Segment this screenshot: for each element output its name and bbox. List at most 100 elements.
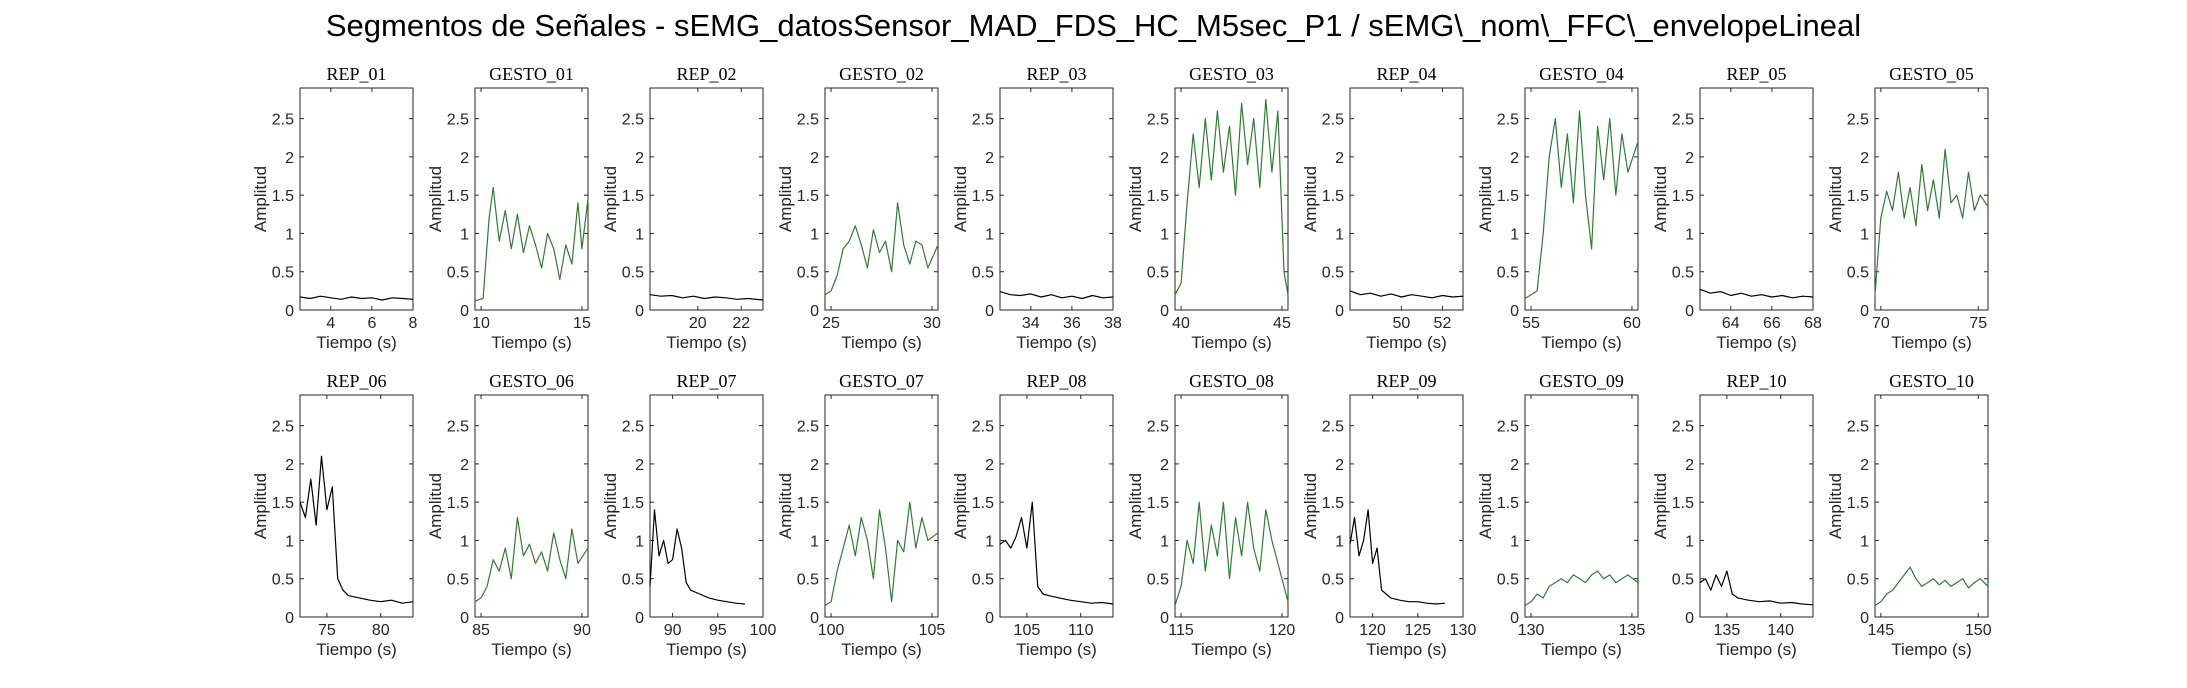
y-tick-label: 1 xyxy=(1160,226,1169,243)
signal-line xyxy=(1349,290,1464,299)
x-tick-label: 75 xyxy=(318,622,336,639)
y-tick-label: 2 xyxy=(1510,150,1519,167)
x-tick-label: 100 xyxy=(818,622,845,639)
y-tick-label: 2.5 xyxy=(1322,419,1344,436)
signal-line xyxy=(1174,501,1289,606)
y-tick-label: 0 xyxy=(810,303,819,320)
axes-box xyxy=(1524,394,1639,618)
y-tick-label: 1.5 xyxy=(1497,188,1519,205)
y-tick-label: 0 xyxy=(985,303,994,320)
x-tick-label: 135 xyxy=(1619,622,1646,639)
x-tick-label: 36 xyxy=(1063,315,1081,332)
y-tick-label: 1 xyxy=(635,226,644,243)
y-tick-label: 1.5 xyxy=(1322,188,1344,205)
x-axis-label: Tiempo (s) xyxy=(841,640,922,659)
subplot-title: GESTO_02 xyxy=(839,64,924,84)
subplot-title: REP_09 xyxy=(1376,371,1436,391)
y-tick-label: 2 xyxy=(1685,457,1694,474)
y-tick-label: 1 xyxy=(1335,226,1344,243)
y-tick-label: 0.5 xyxy=(1322,572,1344,589)
x-tick-label: 50 xyxy=(1392,315,1410,332)
x-axis-label: Tiempo (s) xyxy=(316,640,397,659)
figure-title: Segmentos de Señales - sEMG_datosSensor_… xyxy=(325,8,1862,43)
y-axis-label: Amplitud xyxy=(1126,473,1145,539)
x-axis-label: Tiempo (s) xyxy=(491,640,572,659)
y-tick-label: 0.5 xyxy=(1672,572,1694,589)
subplot-title: GESTO_09 xyxy=(1539,371,1624,391)
y-tick-label: 1 xyxy=(460,226,469,243)
y-axis-label: Amplitud xyxy=(1301,473,1320,539)
x-tick-label: 40 xyxy=(1172,315,1190,332)
y-tick-label: 2.5 xyxy=(1497,112,1519,129)
y-axis-label: Amplitud xyxy=(601,473,620,539)
axes-box xyxy=(1874,394,1989,618)
x-axis-label: Tiempo (s) xyxy=(1191,640,1272,659)
x-axis-label: Tiempo (s) xyxy=(1716,640,1797,659)
x-tick-label: 34 xyxy=(1022,315,1040,332)
x-tick-label: 150 xyxy=(1965,622,1992,639)
x-axis-label: Tiempo (s) xyxy=(1716,333,1797,352)
y-tick-label: 0 xyxy=(1160,610,1169,627)
y-tick-label: 1 xyxy=(1510,533,1519,550)
y-axis-label: Amplitud xyxy=(426,473,445,539)
y-tick-label: 0 xyxy=(1160,303,1169,320)
y-tick-label: 2 xyxy=(1160,150,1169,167)
y-axis-label: Amplitud xyxy=(1476,166,1495,232)
y-tick-label: 1 xyxy=(985,533,994,550)
x-axis-label: Tiempo (s) xyxy=(1191,333,1272,352)
y-tick-label: 0 xyxy=(1685,303,1694,320)
y-tick-label: 0.5 xyxy=(1672,265,1694,282)
subplot-rep-03: REP_03 0 0.5 1 1.5 2 2.5 34 36 38 Tiempo (s) Amplit… xyxy=(951,64,1122,352)
y-tick-label: 0 xyxy=(635,303,644,320)
y-tick-label: 2 xyxy=(1335,150,1344,167)
y-axis-label: Amplitud xyxy=(1651,166,1670,232)
signal-line xyxy=(824,202,939,296)
y-tick-label: 2 xyxy=(635,457,644,474)
x-tick-label: 20 xyxy=(689,315,707,332)
x-tick-label: 130 xyxy=(1450,622,1477,639)
x-tick-label: 80 xyxy=(372,622,390,639)
y-tick-label: 2.5 xyxy=(1672,419,1694,436)
subplot-title: REP_10 xyxy=(1726,371,1786,391)
y-tick-label: 2 xyxy=(460,457,469,474)
y-tick-label: 2 xyxy=(810,150,819,167)
y-tick-label: 0.5 xyxy=(622,572,644,589)
y-axis-label: Amplitud xyxy=(1301,166,1320,232)
x-tick-label: 105 xyxy=(919,622,946,639)
subplot-title: GESTO_07 xyxy=(839,371,924,391)
axes-box xyxy=(1874,87,1989,311)
y-tick-label: 2 xyxy=(985,150,994,167)
signal-line xyxy=(1349,509,1445,605)
x-tick-label: 45 xyxy=(1273,315,1291,332)
y-axis-label: Amplitud xyxy=(251,473,270,539)
y-tick-label: 2.5 xyxy=(972,419,994,436)
y-axis-label: Amplitud xyxy=(426,166,445,232)
y-tick-label: 1.5 xyxy=(272,188,294,205)
y-tick-label: 1 xyxy=(285,533,294,550)
axes-box xyxy=(474,87,589,311)
x-tick-label: 110 xyxy=(1068,622,1094,639)
x-tick-label: 105 xyxy=(1014,622,1041,639)
subplot-title: GESTO_05 xyxy=(1889,64,1974,84)
x-axis-label: Tiempo (s) xyxy=(316,333,397,352)
y-tick-label: 0 xyxy=(285,610,294,627)
signal-line xyxy=(649,509,745,605)
signal-line xyxy=(999,501,1114,605)
y-tick-label: 0 xyxy=(1335,610,1344,627)
y-tick-label: 1.5 xyxy=(972,495,994,512)
y-tick-label: 2 xyxy=(1160,457,1169,474)
y-tick-label: 0 xyxy=(285,303,294,320)
y-tick-label: 0.5 xyxy=(1847,265,1869,282)
x-tick-label: 25 xyxy=(822,315,840,332)
axes-box xyxy=(1174,87,1289,311)
axes-box xyxy=(824,394,939,618)
y-tick-label: 0.5 xyxy=(972,572,994,589)
y-tick-label: 2.5 xyxy=(1147,419,1169,436)
